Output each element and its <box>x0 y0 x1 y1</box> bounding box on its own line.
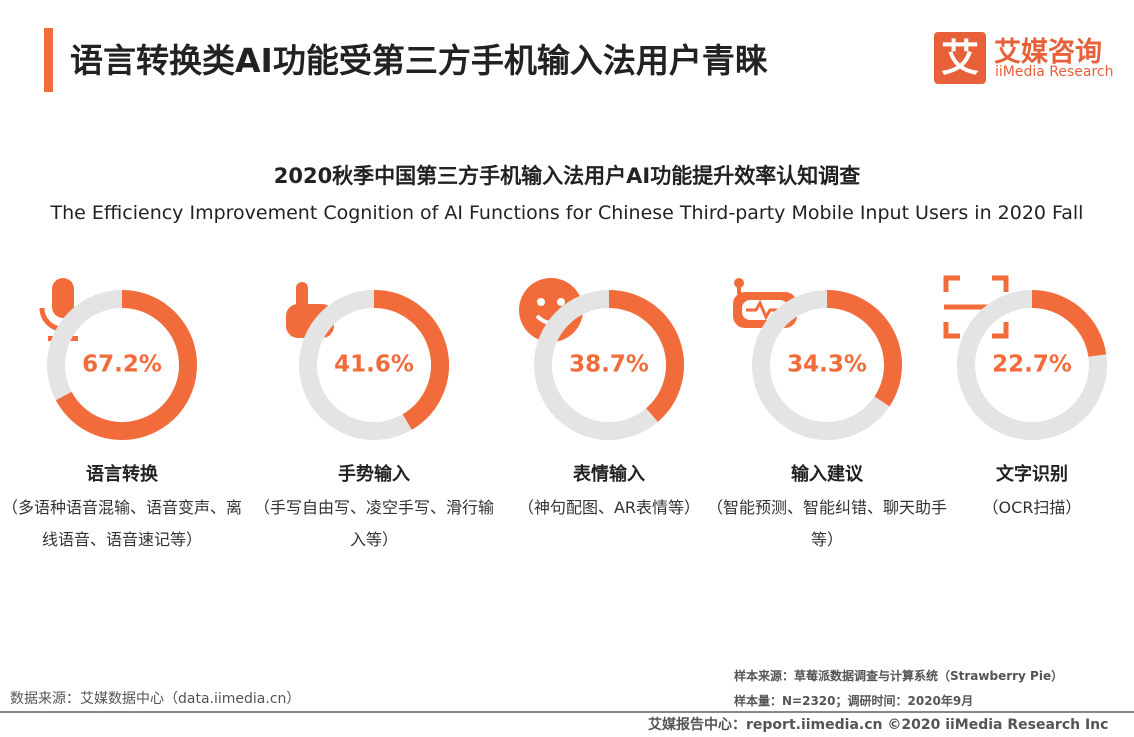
category-label: 语言转换 <box>86 464 158 485</box>
value-label: 67.2% <box>82 352 162 378</box>
category-description: （智能预测、智能纠错、聊天助手等） <box>707 498 948 549</box>
category-label: 输入建议 <box>791 464 863 485</box>
footer-line <box>0 711 1134 713</box>
donut-arc <box>1031 290 1107 358</box>
donut-arc <box>608 290 684 422</box>
page-title: 语言转换类AI功能受第三方手机输入法用户青睐 <box>70 41 768 80</box>
sample-source: 样本来源：草莓派数据调查与计算系统（Strawberry Pie） <box>734 669 1064 683</box>
chart-subtitle: The Efficiency Improvement Cognition of … <box>50 202 1084 224</box>
category-description: （神句配图、AR表情等） <box>517 498 701 517</box>
category-label: 手势输入 <box>338 464 410 485</box>
category-description: （多语种语音混输、语音变声、离线语音、语音速记等） <box>2 498 243 549</box>
sample-size: 样本量：N=2320；调研时间：2020年9月 <box>734 694 974 708</box>
logo-cn: 艾媒咨询 <box>994 37 1102 68</box>
value-label: 34.3% <box>787 352 867 378</box>
category-label: 文字识别 <box>996 464 1068 485</box>
value-label: 41.6% <box>334 352 414 378</box>
logo-en: iiMedia Research <box>995 64 1114 80</box>
category-label: 表情输入 <box>573 464 645 485</box>
data-source: 数据来源：艾媒数据中心（data.iimedia.cn） <box>10 691 301 707</box>
category-description: （手写自由写、凌空手写、滑行输入等） <box>254 498 495 549</box>
report-center: 艾媒报告中心：report.iimedia.cn ©2020 iiMedia R… <box>648 717 1109 733</box>
value-label: 38.7% <box>569 352 649 378</box>
donut-arc <box>55 290 197 440</box>
value-label: 22.7% <box>992 352 1072 378</box>
donut-arc <box>826 290 902 407</box>
title-bar <box>44 28 53 92</box>
category-description: （OCR扫描） <box>982 498 1082 517</box>
donut-arc <box>373 290 449 430</box>
chart-title: 2020秋季中国第三方手机输入法用户AI功能提升效率认知调查 <box>273 164 861 188</box>
logo-icon: 艾 <box>934 32 986 84</box>
